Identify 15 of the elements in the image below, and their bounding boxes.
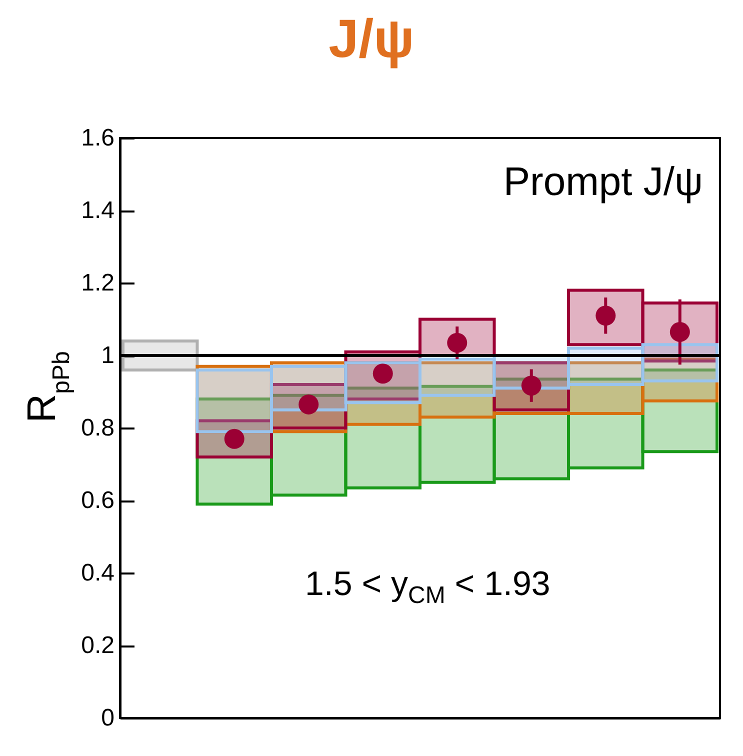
y-tick-label: 0.2 [81,632,114,659]
bar [121,340,199,372]
chart-title: J/ψ [328,8,416,70]
y-tick-label: 0.6 [81,487,114,514]
bar [567,288,644,346]
y-tick-label: 1.4 [81,197,114,224]
y-tick-label: 0.4 [81,560,114,586]
y-tick-label: 1.2 [81,270,114,296]
y-tick-label: 1.6 [81,124,114,152]
annotation: Prompt J/ψ [503,160,703,205]
y-tick-label: 0 [101,704,114,732]
annotation: 1.5 < y$_{CM}$ < 1.93 [305,565,550,610]
y-tick-label: 1 [101,342,114,369]
bar [418,358,496,397]
y-tick-label: 0.8 [81,414,114,442]
